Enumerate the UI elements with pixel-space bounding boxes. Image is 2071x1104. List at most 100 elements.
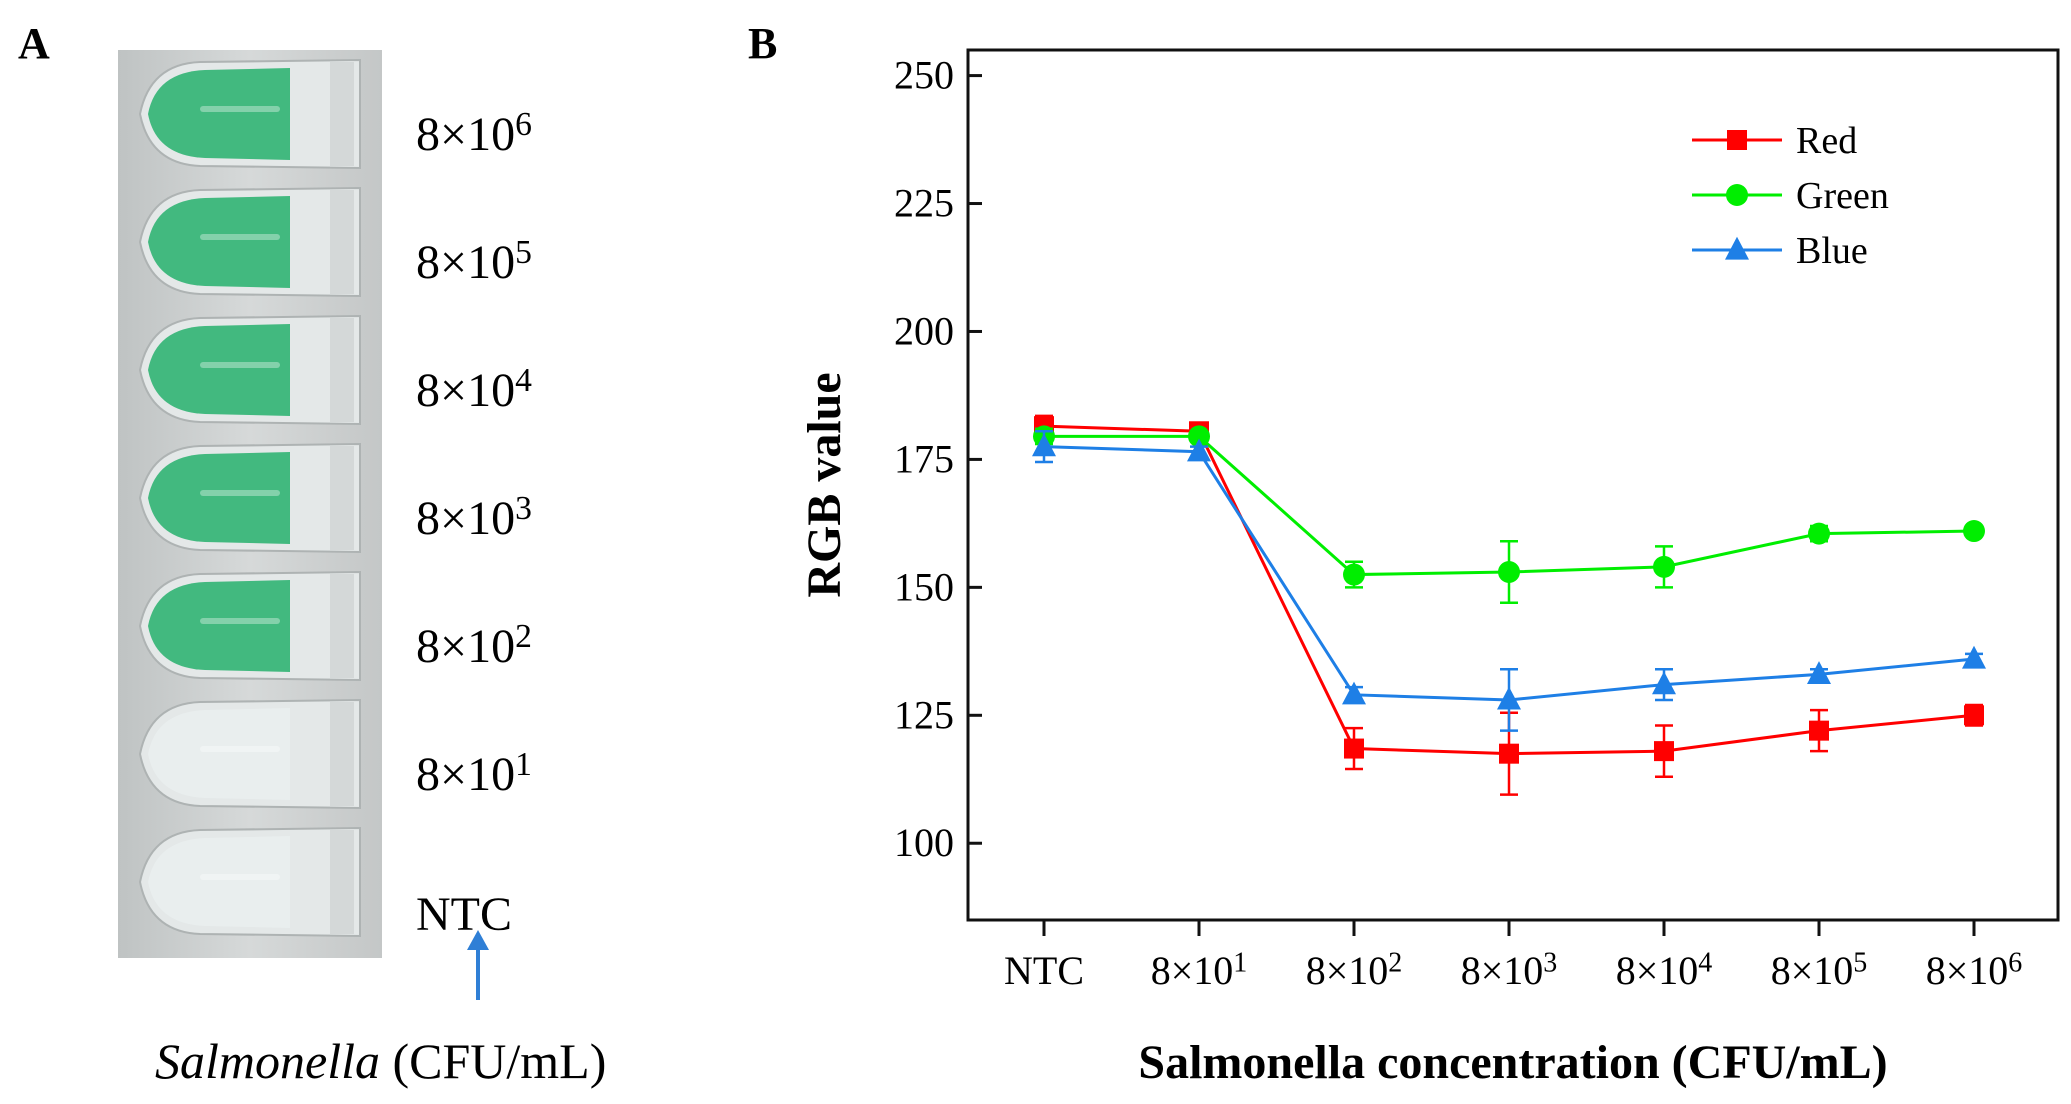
panel-a-caption: Salmonella (CFU/mL) [155, 1033, 606, 1089]
y-tick-label: 225 [894, 181, 954, 226]
x-axis-title: Salmonella concentration (CFU/mL) [1138, 1036, 1887, 1089]
tube-rim [330, 190, 354, 294]
x-tick-label-main: 8×10 [1926, 948, 2009, 993]
tube-rim [330, 702, 354, 806]
x-tick-label-exponent: 4 [1698, 947, 1712, 978]
tube-label-exponent: 3 [515, 490, 532, 527]
legend-marker [1727, 130, 1747, 150]
data-point [1654, 741, 1674, 762]
data-point [1188, 425, 1210, 448]
panel-b-letter: B [748, 19, 777, 68]
tube-liquid [148, 452, 290, 544]
tube-label-main: 8×10 [416, 364, 515, 417]
legend-item: Green [1692, 175, 1889, 217]
tube [138, 826, 361, 938]
data-point [1808, 522, 1830, 545]
y-tick-label: 125 [894, 692, 954, 737]
tube-highlight [200, 490, 280, 496]
tube-label: 8×101 [416, 746, 532, 801]
tube-liquid [148, 708, 290, 800]
y-tick-label: 100 [894, 820, 954, 865]
y-tick-label: 175 [894, 436, 954, 481]
data-point [1653, 555, 1675, 578]
tube-label-main: 8×10 [416, 748, 515, 801]
x-tick-label: 8×106 [1926, 947, 2023, 993]
tube-label: 8×105 [416, 234, 532, 289]
tube-rim [330, 446, 354, 550]
x-tick-label: 8×103 [1461, 947, 1558, 993]
x-tick-label-exponent: 1 [1233, 947, 1247, 978]
tube-label: NTC [416, 888, 512, 941]
tube-liquid [148, 196, 290, 288]
legend-label: Green [1796, 175, 1889, 217]
x-tick-label-main: 8×10 [1771, 948, 1854, 993]
x-tick-label-main: 8×10 [1616, 948, 1699, 993]
series-red [1034, 414, 1984, 796]
data-point [1962, 645, 1986, 669]
data-point [1807, 661, 1831, 684]
legend-marker [1725, 236, 1749, 260]
x-tick-label-main: 8×10 [1306, 948, 1389, 993]
legend-item: Blue [1692, 230, 1868, 272]
x-tick-label-main: 8×10 [1151, 948, 1234, 993]
tube-highlight [200, 106, 280, 112]
tube-rim [330, 62, 354, 166]
x-tick-label: NTC [1004, 948, 1084, 993]
tube-highlight [200, 618, 280, 624]
tube-label-exponent: 5 [515, 234, 532, 271]
x-tick-label: 8×105 [1771, 947, 1868, 993]
up-arrow-icon [467, 930, 489, 1000]
y-axis-title: RGB value [798, 372, 851, 597]
tube-label-main: 8×10 [416, 620, 515, 673]
tube-rim [330, 830, 354, 934]
data-point [1499, 743, 1519, 764]
tube-rim [330, 574, 354, 678]
tube-label-exponent: 2 [515, 618, 532, 655]
tube [138, 442, 361, 554]
y-tick-label: 250 [894, 53, 954, 98]
legend-item: Red [1692, 120, 1857, 162]
x-tick-label: 8×102 [1306, 947, 1403, 993]
x-tick-label-exponent: 3 [1543, 947, 1557, 978]
tube [138, 186, 361, 298]
tube-label: 8×106 [416, 106, 532, 161]
data-point [1652, 671, 1676, 695]
x-tick-label: 8×101 [1151, 947, 1248, 993]
data-point [1032, 433, 1056, 457]
data-point [1498, 561, 1520, 583]
x-tick-label-exponent: 6 [2008, 947, 2022, 978]
tube-highlight [200, 234, 280, 240]
tube-label: 8×104 [416, 362, 532, 417]
y-tick-label: 150 [894, 564, 954, 609]
tube-liquid [148, 836, 290, 928]
data-point [1963, 520, 1985, 543]
series-blue [1032, 430, 1986, 732]
caption-italic: Salmonella [155, 1033, 380, 1089]
tube-highlight [200, 874, 280, 880]
legend: Red Green Blue [1692, 120, 1889, 272]
series-layer [1032, 414, 1986, 796]
tube-label-exponent: 6 [515, 106, 532, 143]
legend-marker [1726, 184, 1748, 206]
tube-rim [330, 318, 354, 422]
tube-label: 8×102 [416, 618, 532, 673]
x-tick-label-exponent: 5 [1853, 947, 1867, 978]
y-axis: 100 125 150 175 200 225 250 [894, 53, 982, 865]
tube [138, 314, 361, 426]
data-point [1344, 738, 1364, 759]
x-tick-label-main: 8×10 [1461, 948, 1544, 993]
tube [138, 58, 361, 170]
tube-highlight [200, 746, 280, 752]
tube-group [138, 58, 361, 938]
tube [138, 698, 361, 810]
legend-label: Red [1796, 120, 1857, 162]
tube [138, 570, 361, 682]
tube-label-main: 8×10 [416, 108, 515, 161]
tube-label-main: NTC [416, 888, 512, 941]
tube-label-main: 8×10 [416, 236, 515, 289]
x-tick-label-main: NTC [1004, 948, 1084, 993]
tube-liquid [148, 324, 290, 416]
